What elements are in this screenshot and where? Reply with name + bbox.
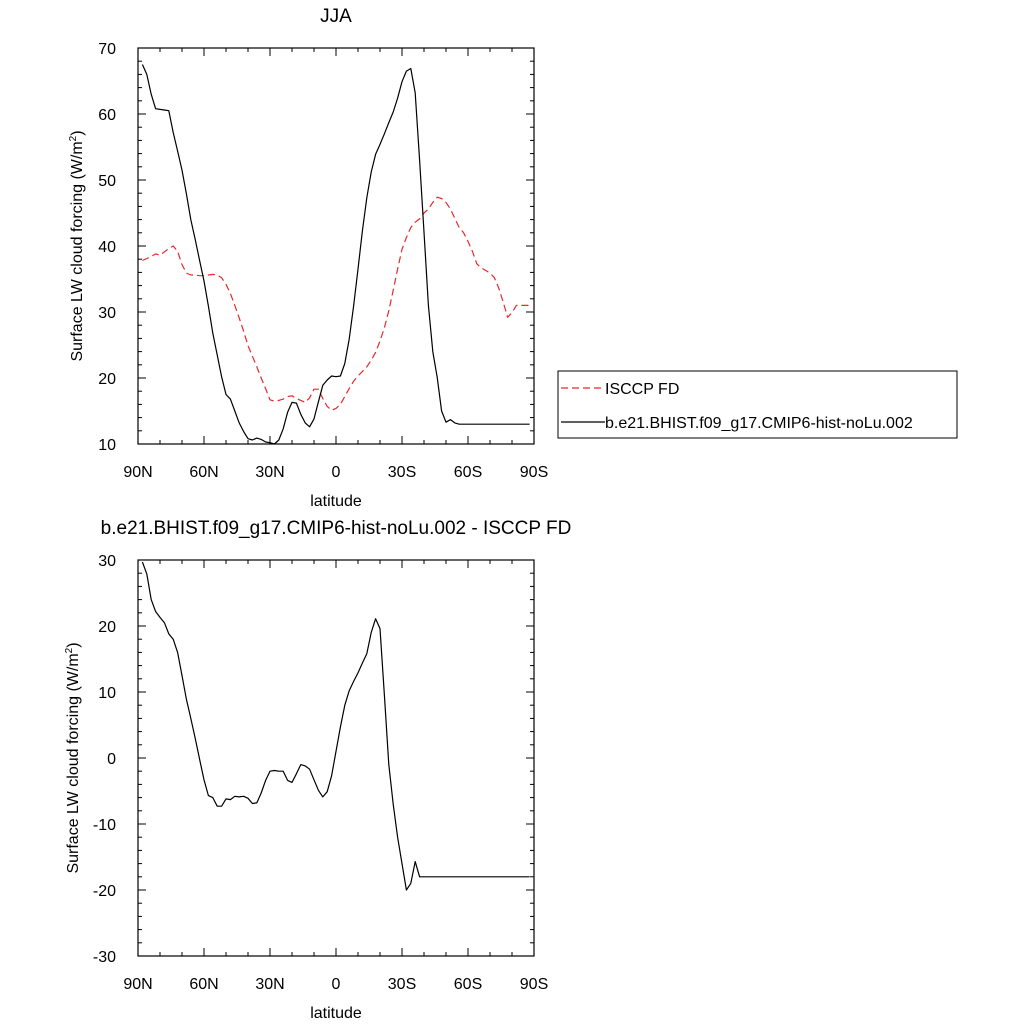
top-chart-xlabel: latitude: [310, 493, 362, 510]
bottom-x-tick-label: 30S: [388, 976, 416, 993]
top-y-tick-label: 40: [98, 239, 116, 256]
bottom-y-tick-label: -20: [93, 883, 116, 900]
bottom-ylabel-sup: 2: [64, 647, 75, 653]
bottom-y-tick-label: -30: [93, 949, 116, 966]
legend-label-isccp: ISCCP FD: [605, 381, 679, 398]
bottom-plot-frame: [137, 559, 535, 957]
top-y-tick-label: 60: [98, 107, 116, 124]
top-x-tick-label: 30S: [388, 464, 416, 481]
bottom-chart-xlabel: latitude: [310, 1005, 362, 1022]
top-chart-ylabel: Surface LW cloud forcing (W/m2): [68, 130, 86, 361]
bottom-y-tick-label: -10: [93, 817, 116, 834]
bottom-y-tick-label: 20: [98, 619, 116, 636]
bottom-chart-ylabel: Surface LW cloud forcing (W/m2): [64, 642, 82, 873]
bottom-x-tick-label: 90N: [123, 976, 152, 993]
top-y-tick-label: 50: [98, 173, 116, 190]
bottom-chart-title: b.e21.BHIST.f09_g17.CMIP6-hist-noLu.002 …: [101, 518, 572, 539]
legend-label-model: b.e21.BHIST.f09_g17.CMIP6-hist-noLu.002: [605, 415, 913, 432]
top-plot-frame: [137, 47, 535, 445]
top-x-tick-label: 30N: [255, 464, 284, 481]
top-y-tick-label: 10: [98, 437, 116, 454]
top-ylabel-main: Surface LW cloud forcing (W/m: [69, 141, 86, 361]
bottom-x-tick-label: 30N: [255, 976, 284, 993]
top-x-tick-label: 90N: [123, 464, 152, 481]
top-chart-title: JJA: [320, 6, 352, 27]
top-x-tick-label: 60S: [454, 464, 482, 481]
top-y-tick-label: 20: [98, 371, 116, 388]
legend: ISCCP FD b.e21.BHIST.f09_g17.CMIP6-hist-…: [557, 370, 958, 439]
bottom-x-tick-label: 60S: [454, 976, 482, 993]
bottom-x-tick-label: 0: [332, 976, 341, 993]
bottom-x-tick-label: 90S: [520, 976, 548, 993]
bottom-y-tick-label: 0: [107, 751, 116, 768]
bottom-ylabel-end: ): [65, 642, 82, 647]
top-series-line-1: [141, 64, 530, 445]
bottom-chart-panel: b.e21.BHIST.f09_g17.CMIP6-hist-noLu.002 …: [64, 518, 571, 1022]
bottom-x-tick-label: 60N: [189, 976, 218, 993]
bottom-ylabel-main: Surface LW cloud forcing (W/m: [65, 653, 82, 873]
top-ylabel-sup: 2: [68, 135, 79, 141]
bottom-y-tick-label: 30: [98, 553, 116, 570]
top-y-tick-label: 70: [98, 41, 116, 58]
top-series-line-0: [142, 196, 530, 411]
bottom-y-tick-label: 10: [98, 685, 116, 702]
top-y-tick-label: 30: [98, 305, 116, 322]
top-ylabel-end: ): [69, 130, 86, 135]
top-chart-panel: JJA Surface LW cloud forcing (W/m2) lati…: [68, 6, 548, 510]
bottom-series-line-0: [141, 561, 530, 891]
top-x-tick-label: 0: [332, 464, 341, 481]
top-x-tick-label: 90S: [520, 464, 548, 481]
legend-box: [557, 370, 958, 439]
top-x-tick-label: 60N: [189, 464, 218, 481]
